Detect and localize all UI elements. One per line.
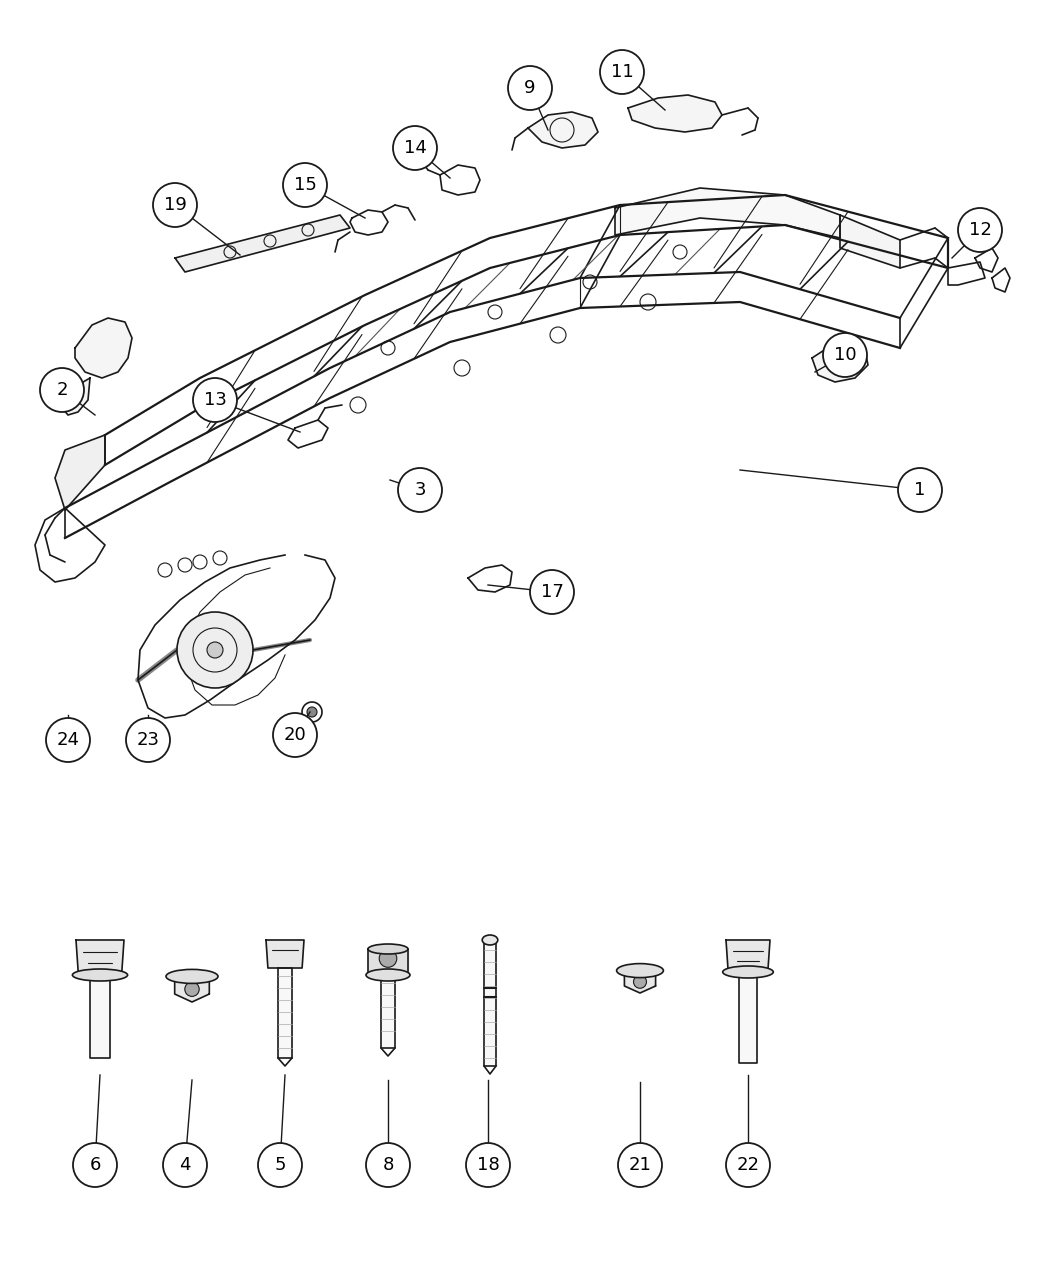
Text: 22: 22 [736,1156,759,1174]
Ellipse shape [72,969,128,980]
Circle shape [207,643,223,658]
Circle shape [898,468,942,513]
Polygon shape [625,965,655,993]
Text: 2: 2 [57,381,68,399]
Text: 21: 21 [629,1156,651,1174]
Circle shape [726,1142,770,1187]
Polygon shape [615,187,840,238]
Text: 23: 23 [136,731,160,748]
Ellipse shape [166,969,218,983]
Polygon shape [368,949,408,975]
Circle shape [958,208,1002,252]
Text: 13: 13 [204,391,227,409]
Circle shape [273,713,317,757]
Text: 8: 8 [382,1156,394,1174]
Circle shape [618,1142,662,1187]
Circle shape [126,718,170,762]
Polygon shape [381,975,395,1048]
Text: 20: 20 [284,725,307,745]
Polygon shape [726,940,770,972]
Circle shape [46,718,90,762]
Circle shape [398,468,442,513]
Polygon shape [840,215,900,268]
Circle shape [40,368,84,412]
Polygon shape [266,940,304,968]
Circle shape [284,163,327,207]
Circle shape [177,612,253,689]
Circle shape [508,66,552,110]
Circle shape [74,1142,117,1187]
Text: 4: 4 [180,1156,191,1174]
Circle shape [393,126,437,170]
Ellipse shape [368,944,408,954]
Text: 1: 1 [915,481,926,499]
Circle shape [163,1142,207,1187]
Circle shape [530,570,574,615]
Circle shape [600,50,644,94]
Circle shape [258,1142,302,1187]
Polygon shape [812,342,868,382]
Text: 9: 9 [524,79,536,97]
Polygon shape [484,940,496,1066]
Polygon shape [75,317,132,377]
Text: 11: 11 [611,62,633,82]
Text: 17: 17 [541,583,564,601]
Text: 24: 24 [57,731,80,748]
Polygon shape [628,96,722,133]
Text: 18: 18 [477,1156,500,1174]
Ellipse shape [482,935,498,945]
Ellipse shape [366,969,410,980]
Circle shape [379,950,397,968]
Text: 5: 5 [274,1156,286,1174]
Circle shape [466,1142,510,1187]
Text: 15: 15 [294,176,316,194]
Polygon shape [739,972,757,1063]
Polygon shape [90,975,110,1058]
Text: 14: 14 [403,139,426,157]
Polygon shape [62,377,90,414]
Circle shape [193,377,237,422]
Circle shape [633,975,647,988]
Circle shape [823,333,867,377]
Circle shape [307,708,317,717]
Polygon shape [175,215,350,272]
Circle shape [153,184,197,227]
Polygon shape [55,435,105,510]
Ellipse shape [722,966,773,978]
Text: 12: 12 [968,221,991,238]
Text: 3: 3 [415,481,425,499]
Polygon shape [76,940,124,975]
Polygon shape [174,970,209,1002]
Text: 10: 10 [834,346,857,363]
Polygon shape [278,968,292,1058]
Text: 6: 6 [89,1156,101,1174]
Text: 19: 19 [164,196,187,214]
Ellipse shape [616,964,664,978]
Circle shape [366,1142,410,1187]
Circle shape [185,982,200,996]
Polygon shape [528,112,598,148]
